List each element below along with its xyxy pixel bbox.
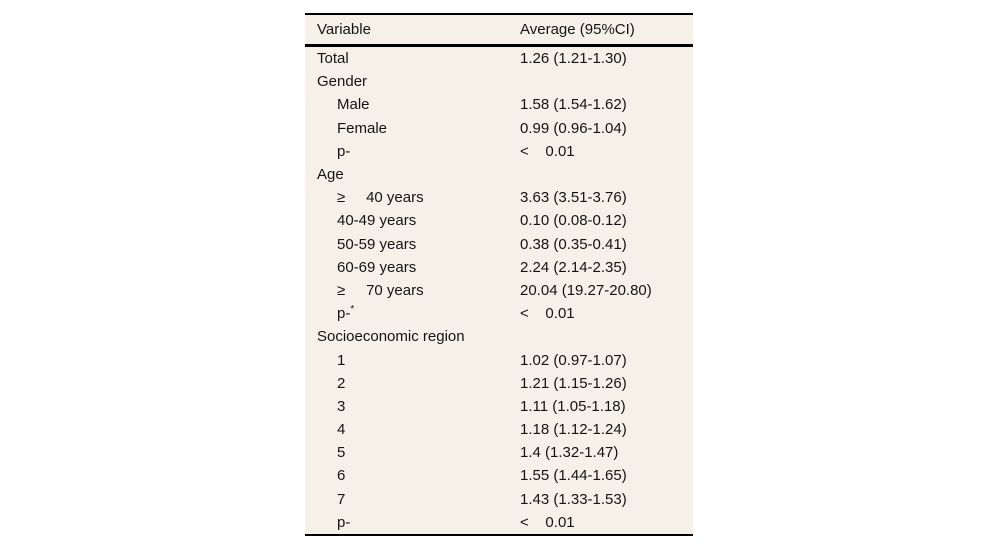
row-label-text: Total — [317, 50, 349, 68]
row-label-text: 40-49 years — [337, 212, 417, 230]
table-row: Socioeconomic region — [305, 325, 693, 348]
row-label: Age — [305, 166, 520, 183]
table-row: 1 1.02 (0.97-1.07) — [305, 348, 693, 371]
row-label-text: Male — [337, 96, 370, 114]
header-cell-variable: Variable — [317, 21, 371, 38]
row-label: 6 — [305, 467, 520, 484]
row-value: 1.58 (1.54-1.62) — [520, 96, 627, 114]
row-value: < 0.01 — [520, 142, 575, 160]
table-row: p- < 0.01 — [305, 140, 693, 163]
row-label-text: 6 — [337, 467, 346, 485]
row-label-text: p- — [337, 305, 351, 323]
table-row: 7 1.43 (1.33-1.53) — [305, 488, 693, 511]
table-row: Total 1.26 (1.21-1.30) — [305, 47, 693, 70]
table-row: Male 1.58 (1.54-1.62) — [305, 93, 693, 116]
row-value: < 0.01 — [520, 305, 575, 323]
row-label-text: 4 — [337, 421, 346, 439]
table-row: 60-69 years 2.24 (2.14-2.35) — [305, 256, 693, 279]
row-label: Male — [305, 96, 520, 113]
row-label-text: Age — [317, 166, 344, 184]
row-label: 60-69 years — [305, 259, 520, 276]
row-label: ≥ 40 years — [305, 189, 520, 206]
row-value: 20.04 (19.27-20.80) — [520, 281, 652, 299]
row-label: 7 — [305, 491, 520, 508]
row-label-text: Socioeconomic region — [317, 328, 465, 346]
table-row: Gender — [305, 70, 693, 93]
table-row: 2 1.21 (1.15-1.26) — [305, 372, 693, 395]
row-label-text: ≥ 70 years — [337, 281, 424, 299]
row-value: 1.11 (1.05-1.18) — [520, 397, 626, 415]
row-value: 1.18 (1.12-1.24) — [520, 421, 627, 439]
row-label-text: 50-59 years — [337, 235, 417, 253]
row-label-superscript: * — [350, 304, 355, 316]
row-label-text: 60-69 years — [337, 258, 417, 276]
row-value: 1.21 (1.15-1.26) — [520, 374, 627, 392]
row-value: 1.26 (1.21-1.30) — [520, 50, 627, 68]
row-label-text: p- — [337, 513, 351, 531]
table-header-row: Variable Average (95%CI) — [305, 15, 693, 47]
row-label-text: 1 — [337, 351, 346, 369]
table-row: ≥ 70 years 20.04 (19.27-20.80) — [305, 279, 693, 302]
table-body: Total 1.26 (1.21-1.30) Gender Male 1.58 … — [305, 47, 693, 534]
row-value: 0.99 (0.96-1.04) — [520, 119, 627, 137]
table-row: 50-59 years 0.38 (0.35-0.41) — [305, 233, 693, 256]
row-label: 50-59 years — [305, 236, 520, 253]
table-row: p- < 0.01 — [305, 511, 693, 534]
row-label: 40-49 years — [305, 212, 520, 229]
row-value: 1.55 (1.44-1.65) — [520, 467, 627, 485]
table-row: 4 1.18 (1.12-1.24) — [305, 418, 693, 441]
row-label: Socioeconomic region — [305, 328, 520, 345]
table-row: Female 0.99 (0.96-1.04) — [305, 117, 693, 140]
row-value: 2.24 (2.14-2.35) — [520, 258, 627, 276]
row-label-text: p- — [337, 142, 351, 160]
statistics-table: Variable Average (95%CI) Total 1.26 (1.2… — [305, 13, 693, 536]
table-row: 3 1.11 (1.05-1.18) — [305, 395, 693, 418]
row-label: ≥ 70 years — [305, 282, 520, 299]
row-label: 2 — [305, 375, 520, 392]
row-label: Female — [305, 120, 520, 137]
row-label: 5 — [305, 444, 520, 461]
row-label: 4 — [305, 421, 520, 438]
header-cell-average: Average (95%CI) — [520, 21, 635, 38]
row-label: Total — [305, 50, 520, 67]
row-label: Gender — [305, 73, 520, 90]
row-label-text: 3 — [337, 397, 346, 415]
row-label-text: Female — [337, 119, 388, 137]
table-row: 6 1.55 (1.44-1.65) — [305, 464, 693, 487]
row-label-text: 7 — [337, 490, 346, 508]
row-value: 1.4 (1.32-1.47) — [520, 444, 619, 462]
row-label: p- — [305, 514, 520, 531]
table-row: Age — [305, 163, 693, 186]
row-label: p- — [305, 143, 520, 160]
row-value: 3.63 (3.51-3.76) — [520, 189, 627, 207]
row-label-text: 2 — [337, 374, 346, 392]
row-label-text: ≥ 40 years — [337, 189, 424, 207]
row-label: 3 — [305, 398, 520, 415]
row-label-text: Gender — [317, 73, 368, 91]
row-value: 1.43 (1.33-1.53) — [520, 490, 627, 508]
row-value: 0.38 (0.35-0.41) — [520, 235, 627, 253]
table-row: 40-49 years 0.10 (0.08-0.12) — [305, 209, 693, 232]
row-value: 1.02 (0.97-1.07) — [520, 351, 627, 369]
row-value: < 0.01 — [520, 513, 575, 531]
row-value: 0.10 (0.08-0.12) — [520, 212, 627, 230]
row-label: p-* — [305, 304, 520, 323]
row-label: 1 — [305, 352, 520, 369]
table-row: ≥ 40 years 3.63 (3.51-3.76) — [305, 186, 693, 209]
table-row: 5 1.4 (1.32-1.47) — [305, 441, 693, 464]
table-row: p-* < 0.01 — [305, 302, 693, 325]
row-label-text: 5 — [337, 444, 346, 462]
